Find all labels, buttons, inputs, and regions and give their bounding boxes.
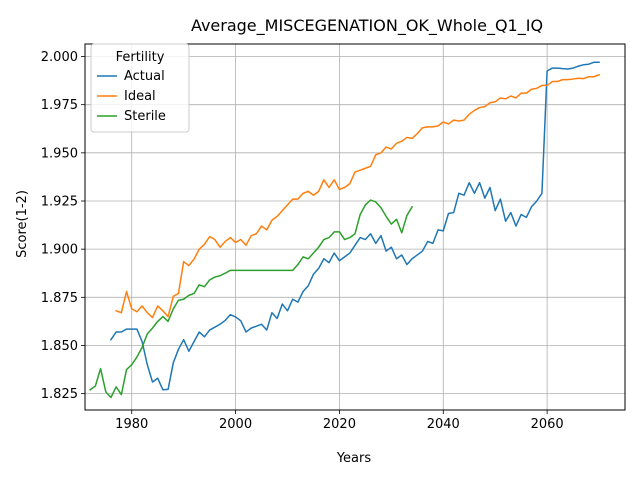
legend-entries: Actual Ideal Sterile (97, 69, 166, 124)
y-tick-label: 1.975 (41, 98, 78, 113)
y-axis-title: Score(1-2) (15, 190, 30, 258)
x-axis: 1980 2000 2020 2040 2060 (115, 410, 564, 432)
y-tick-label: 1.825 (41, 387, 78, 402)
x-tick-label: 1980 (115, 417, 148, 432)
y-tick-label: 1.950 (41, 146, 78, 161)
x-tick-label: 2020 (323, 417, 356, 432)
legend-label-ideal: Ideal (124, 89, 156, 104)
series-line-ideal (115, 73, 601, 319)
y-tick-label: 1.925 (41, 194, 78, 209)
series-line-sterile (89, 199, 414, 399)
y-tick-label: 2.000 (41, 50, 78, 65)
series-layer (89, 61, 601, 399)
y-tick-label: 1.850 (41, 339, 78, 354)
plot-frame (84, 43, 626, 411)
legend-label-actual: Actual (124, 69, 165, 84)
x-tick-label: 2060 (531, 417, 564, 432)
chart-title: Average_MISCEGENATION_OK_Whole_Q1_IQ (191, 16, 543, 36)
legend: Fertility Actual Ideal Sterile (90, 43, 190, 133)
grid (85, 44, 625, 410)
legend-box (90, 43, 190, 133)
series-line-actual (109, 61, 600, 391)
legend-title: Fertility (116, 50, 165, 65)
y-tick-label: 1.875 (41, 291, 78, 306)
y-tick-label: 1.900 (41, 243, 78, 258)
x-axis-title: Years (336, 451, 372, 466)
legend-label-sterile: Sterile (124, 109, 166, 124)
x-tick-label: 2000 (219, 417, 252, 432)
x-tick-label: 2040 (427, 417, 460, 432)
y-axis: 1.825 1.850 1.875 1.900 1.925 1.950 1.975 2.000 (41, 50, 85, 402)
